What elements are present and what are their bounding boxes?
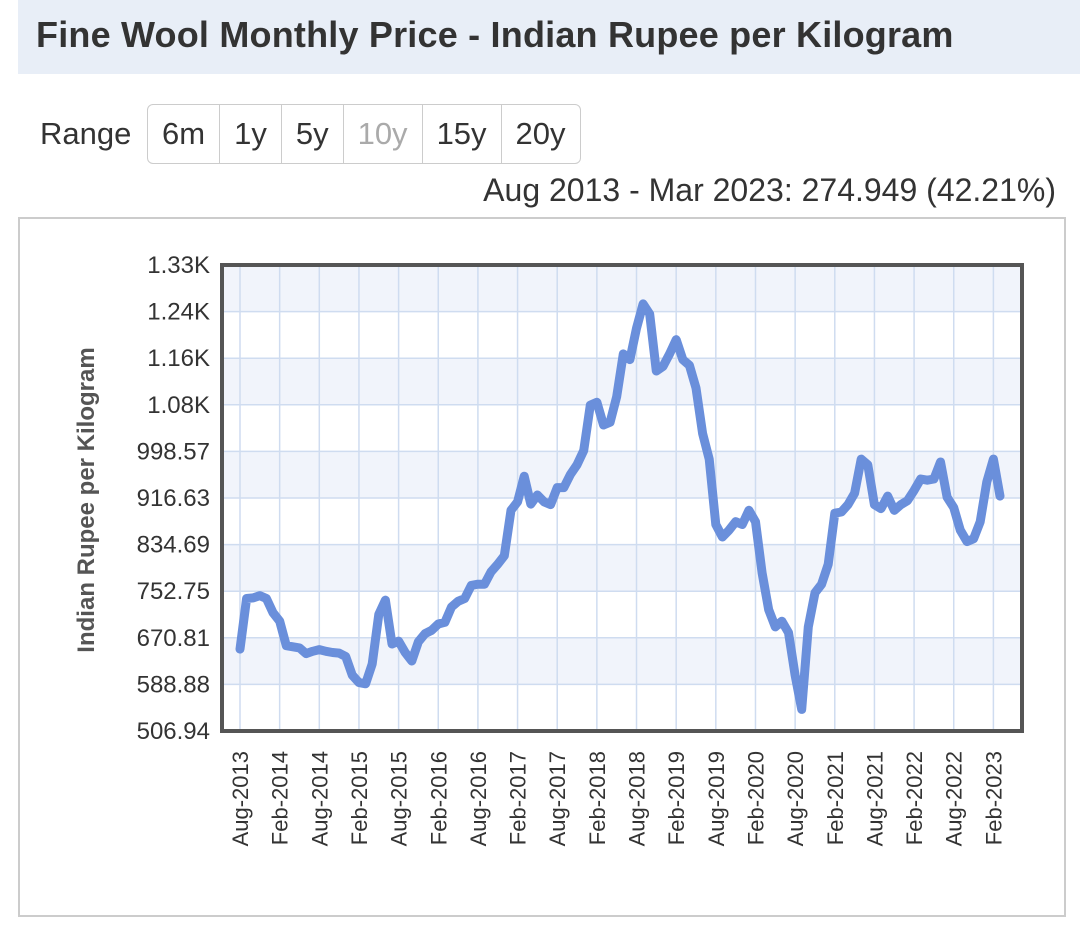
range-button-5y[interactable]: 5y — [282, 105, 344, 163]
price-line-chart: 506.94 588.88 670.81 752.75 834.69 916.63 998.… — [73, 252, 1024, 846]
series-line — [235, 299, 1005, 714]
plot-band — [222, 451, 1022, 498]
x-tick-label: Aug-2020 — [783, 751, 808, 846]
y-tick-label: 588.88 — [137, 671, 210, 698]
y-tick-label: 1.08K — [147, 392, 210, 419]
x-tick-label: Aug-2019 — [704, 751, 729, 846]
range-button-15y[interactable]: 15y — [423, 105, 502, 163]
range-label: Range — [40, 116, 132, 151]
x-tick-label: Aug-2018 — [625, 751, 650, 846]
y-tick-label: 916.63 — [137, 485, 210, 512]
y-tick-label: 670.81 — [137, 625, 210, 652]
range-button-20y[interactable]: 20y — [515, 116, 566, 151]
page-title: Fine Wool Monthly Price - Indian Rupee p… — [36, 14, 954, 55]
x-tick-label: Feb-2023 — [981, 751, 1006, 845]
title-bar: Fine Wool Monthly Price - Indian Rupee p… — [18, 0, 1080, 74]
x-tick-label: Feb-2021 — [823, 751, 848, 845]
x-tick-label: Aug-2013 — [228, 751, 253, 846]
range-button-group: 6m 1y 5y 10y 15y 20y — [147, 104, 581, 164]
range-button-10y[interactable]: 10y — [344, 105, 423, 163]
x-tick-label: Aug-2014 — [307, 751, 332, 846]
plot-band — [222, 544, 1022, 592]
plot-band — [222, 637, 1022, 685]
y-tick-label: 506.94 — [137, 718, 210, 745]
x-tick-label: Feb-2017 — [506, 751, 531, 845]
range-button-1y[interactable]: 1y — [220, 105, 282, 163]
plot-band — [222, 265, 1022, 312]
x-tick-label: Feb-2019 — [664, 751, 689, 845]
y-tick-label: 1.33K — [147, 252, 210, 279]
x-tick-label: Aug-2015 — [387, 751, 412, 846]
y-tick-label: 752.75 — [137, 578, 210, 605]
range-button-6m[interactable]: 6m — [148, 105, 221, 163]
x-tick-label: Feb-2014 — [268, 751, 293, 845]
x-tick-label: Aug-2022 — [942, 751, 967, 846]
x-tick-label: Feb-2016 — [426, 751, 451, 845]
x-tick-label: Aug-2021 — [862, 751, 887, 846]
chart-frame: 506.94 588.88 670.81 752.75 834.69 916.63 998.… — [18, 217, 1066, 917]
y-tick-label: 1.16K — [147, 345, 210, 372]
x-tick-label: Aug-2016 — [466, 751, 491, 846]
x-tick-label: Feb-2018 — [585, 751, 610, 845]
x-tick-label: Feb-2022 — [902, 751, 927, 845]
x-tick-label: Aug-2017 — [545, 751, 570, 846]
y-tick-label: 834.69 — [137, 532, 210, 559]
y-axis-label: Indian Rupee per Kilogram — [73, 347, 100, 652]
y-tick-label: 1.24K — [147, 299, 210, 326]
range-summary: Aug 2013 - Mar 2023: 274.949 (42.21%) — [483, 172, 1056, 208]
y-tick-label: 998.57 — [137, 438, 210, 465]
x-tick-label: Feb-2015 — [347, 751, 372, 845]
x-tick-label: Feb-2020 — [743, 751, 768, 845]
plot-border — [220, 263, 1024, 733]
